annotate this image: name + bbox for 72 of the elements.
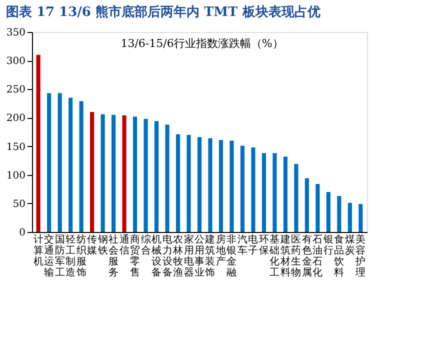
x-tick-label: 轻工制造 — [66, 234, 76, 278]
bar — [176, 134, 180, 232]
chart-title: 图表 17 13/6 熊市底部后两年内 TMT 板块表现占优 — [6, 4, 320, 20]
y-tick-label: 250 — [6, 84, 26, 96]
y-tick-label: 0 — [19, 228, 26, 238]
bar — [337, 196, 342, 232]
bar — [165, 124, 170, 232]
bar — [90, 112, 94, 232]
chart-subtitle: 13/6-15/6行业指数涨跌幅（%） — [120, 37, 284, 50]
x-tick-label: 传媒 — [87, 234, 98, 256]
bar — [348, 202, 352, 232]
bar — [47, 93, 52, 232]
x-tick-label: 房地产 — [214, 234, 226, 268]
bar — [208, 138, 212, 232]
x-tick-label: 石油石化 — [312, 234, 323, 278]
bar — [316, 184, 320, 232]
bar — [122, 115, 126, 232]
x-tick-label: 建筑装饰 — [204, 234, 216, 278]
x-tick-label: 环保 — [258, 234, 269, 256]
x-tick-label: 有色金属 — [302, 234, 312, 278]
x-tick-label: 综合 — [140, 234, 151, 256]
bar — [36, 54, 40, 232]
x-tick-label: 计算机 — [33, 234, 44, 268]
bar — [186, 134, 191, 232]
bar — [358, 204, 363, 232]
x-tick-label: 家用电器 — [184, 234, 194, 278]
x-tick-label: 钢铁 — [96, 234, 108, 256]
x-tick-label: 公用事业 — [194, 234, 204, 278]
bar — [218, 140, 224, 232]
bar — [68, 98, 73, 232]
x-tick-label: 建筑材料 — [279, 234, 290, 278]
x-tick-label: 煤炭 — [344, 234, 355, 256]
x-tick-label: 交通运输 — [44, 234, 54, 278]
bar — [251, 147, 256, 232]
x-tick-label: 商贸零售 — [130, 234, 140, 278]
bar — [230, 140, 234, 232]
y-tick-label: 300 — [6, 56, 26, 68]
bar — [100, 114, 105, 232]
x-tick-label: 汽车 — [237, 234, 248, 256]
x-tick-label: 电子 — [248, 234, 258, 256]
bar — [294, 164, 298, 232]
x-tick-label: 国防军工 — [54, 234, 65, 278]
y-tick-label: 200 — [6, 113, 26, 124]
bar — [144, 118, 148, 232]
y-tick-label: 50 — [12, 198, 26, 210]
bar — [154, 121, 159, 232]
bar — [262, 153, 266, 232]
x-tick-label: 基础化工 — [268, 234, 280, 278]
x-tick-label: 纺织服饰 — [75, 234, 86, 278]
x-tick-label: 社会服务 — [108, 234, 119, 278]
x-tick-label: 银行 — [322, 234, 334, 256]
x-tick-label: 电力设备 — [162, 234, 172, 278]
bar — [240, 146, 245, 232]
x-tick-label: 农林牧渔 — [172, 234, 184, 278]
bar — [132, 116, 138, 232]
bar — [272, 153, 277, 232]
x-tick-label: 医药生物 — [291, 234, 302, 278]
y-tick-label: 350 — [6, 28, 26, 38]
bar — [283, 156, 288, 232]
y-tick-label: 100 — [6, 170, 26, 182]
bar — [79, 101, 84, 232]
x-tick-label: 美容护理 — [354, 234, 366, 278]
bar — [304, 178, 309, 232]
x-tick-label: 食品饮料 — [333, 234, 344, 278]
y-tick-label: 150 — [6, 142, 26, 153]
bar — [197, 137, 202, 232]
bar — [112, 114, 116, 232]
bar — [58, 93, 62, 232]
x-tick-label: 机械设备 — [152, 234, 162, 278]
x-tick-label: 非银金融 — [226, 234, 237, 278]
bar — [326, 192, 330, 232]
x-tick-label: 通信 — [119, 234, 130, 256]
